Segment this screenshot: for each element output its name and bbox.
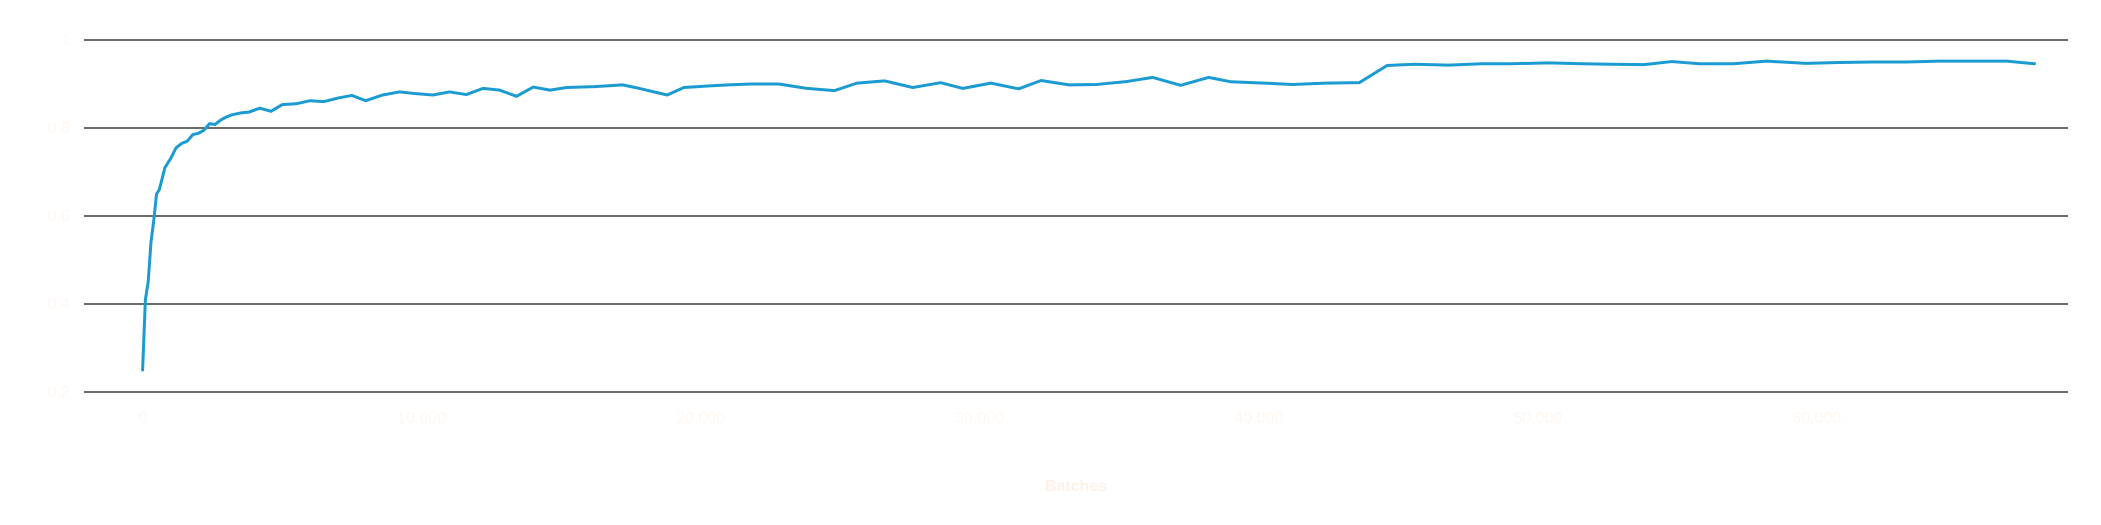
y-tick-label: 0.6	[48, 208, 70, 225]
x-tick-label: 20,000	[676, 410, 725, 427]
y-tick-label: 0.8	[48, 120, 70, 137]
x-axis-title: Batches	[1045, 478, 1107, 495]
x-tick-label: 30,000	[955, 410, 1004, 427]
x-tick-label: 10,000	[397, 410, 446, 427]
x-tick-label: 40,000	[1234, 410, 1283, 427]
x-tick-label: 60,000	[1792, 410, 1841, 427]
series-line	[141, 59, 2037, 372]
x-tick-label: 50,000	[1513, 410, 1562, 427]
y-tick-label: 1	[61, 32, 70, 49]
gridlines	[84, 39, 2068, 393]
y-axis-tick-labels: 0.2 0.4 0.6 0.8 1	[48, 32, 70, 401]
y-tick-label: 0.4	[48, 296, 70, 313]
y-tick-label: 0.2	[48, 384, 70, 401]
x-axis-tick-labels: 0 10,000 20,000 30,000 40,000 50,000 60,000	[138, 410, 1841, 427]
x-tick-label: 0	[138, 410, 147, 427]
series-group	[141, 59, 2037, 372]
